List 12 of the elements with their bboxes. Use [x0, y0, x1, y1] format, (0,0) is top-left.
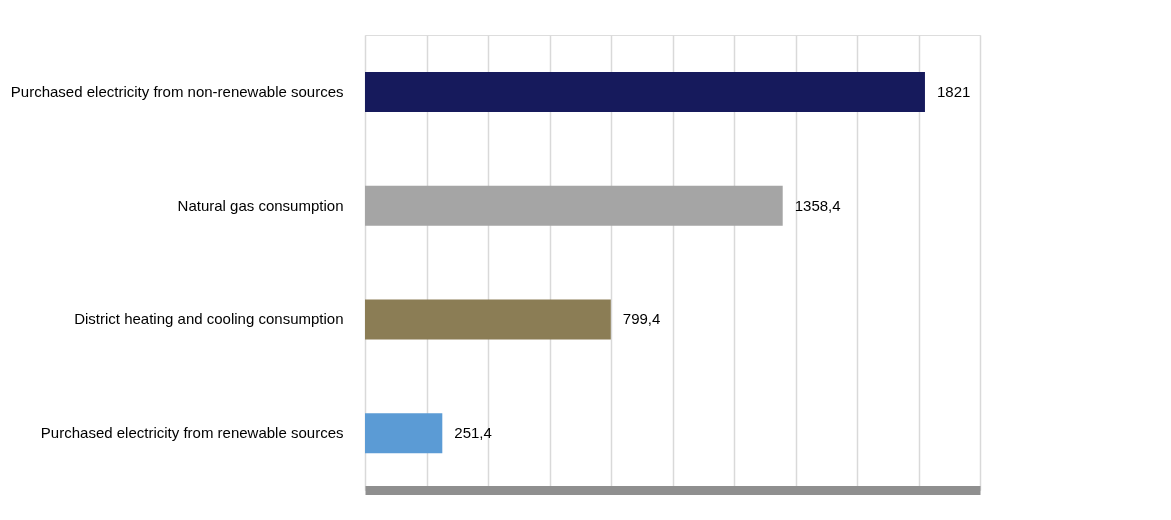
y-tick-label: Purchased electricity from non-renewable sources: [10, 82, 344, 100]
data-label: 251,4: [454, 424, 492, 442]
data-label: 799,4: [622, 310, 661, 328]
data-label: 1821: [936, 82, 971, 100]
bar: [365, 299, 611, 340]
bar: [365, 413, 443, 454]
y-tick-label: District heating and cooling consumption: [74, 310, 344, 328]
bar: [365, 71, 925, 112]
data-label: 1358,4: [794, 196, 841, 214]
bar: [365, 185, 783, 226]
y-tick-label: Purchased electricity from renewable sources: [40, 424, 344, 442]
y-tick-label: Natural gas consumption: [177, 196, 344, 214]
